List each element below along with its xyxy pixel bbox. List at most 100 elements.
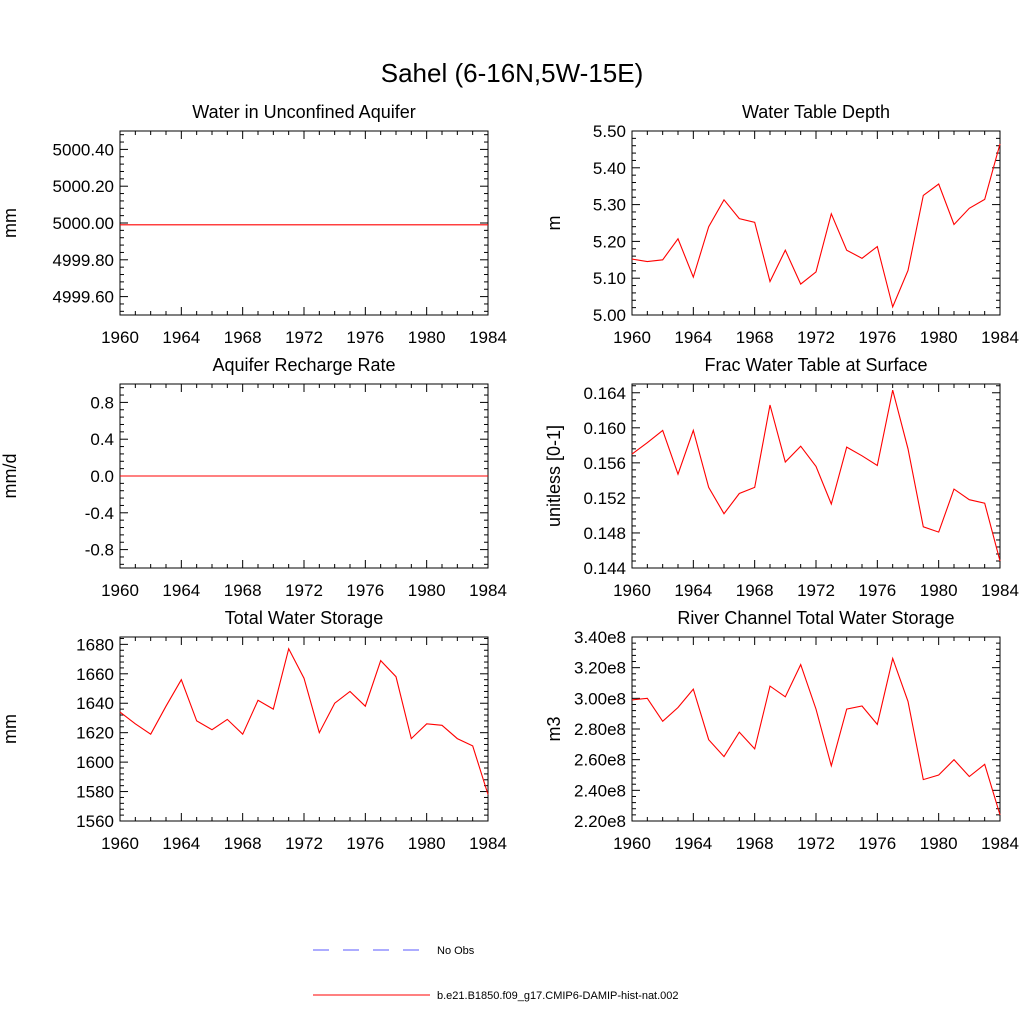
x-tick-label: 1968	[224, 834, 262, 853]
panel-3: 1960 1964 1968 1972 1976 1980 1984 -0.8 -0.4 0.0 0…	[0, 355, 507, 600]
y-tick-label: 5000.40	[53, 140, 114, 159]
x-tick-label: 1964	[674, 581, 712, 600]
x-tick-label: 1980	[920, 834, 958, 853]
x-tick-label: 1980	[408, 328, 446, 347]
figure-title: Sahel (6-16N,5W-15E)	[381, 58, 644, 88]
series-line	[631, 389, 1001, 562]
y-tick-label: 5.20	[593, 232, 626, 251]
y-axis-label: mm	[0, 714, 20, 744]
x-tick-label: 1968	[736, 328, 774, 347]
y-tick-label: 2.80e8	[574, 720, 626, 739]
y-tick-label: 0.160	[583, 419, 626, 438]
x-tick-label: 1964	[674, 328, 712, 347]
x-tick-label: 1980	[920, 581, 958, 600]
y-tick-label: 4999.60	[53, 288, 114, 307]
x-tick-label: 1960	[613, 834, 651, 853]
y-tick-label: 0.8	[90, 393, 114, 412]
x-tick-label: 1964	[162, 328, 200, 347]
y-tick-label: 2.40e8	[574, 781, 626, 800]
y-axis-label: m3	[544, 716, 564, 741]
y-tick-label: 1640	[76, 694, 114, 713]
x-tick-label: 1976	[346, 834, 384, 853]
x-tick-label: 1976	[346, 328, 384, 347]
legend-model-label: b.e21.B1850.f09_g17.CMIP6-DAMIP-hist-nat…	[437, 990, 679, 1002]
y-tick-label: 1620	[76, 724, 114, 743]
series-line	[631, 143, 1001, 309]
y-tick-label: 5.40	[593, 159, 626, 178]
y-tick-label: 4999.80	[53, 251, 114, 270]
y-tick-label: 0.164	[583, 384, 626, 403]
y-tick-label: 1680	[76, 635, 114, 654]
x-tick-label: 1960	[101, 834, 139, 853]
x-tick-label: 1968	[224, 581, 262, 600]
x-tick-label: 1984	[981, 328, 1019, 347]
y-tick-label: 0.148	[583, 524, 626, 543]
x-tick-label: 1972	[797, 834, 835, 853]
panel-1: 1960 1964 1968 1972 1976 1980 1984 4999.60 4999.…	[0, 102, 507, 347]
y-axis-label: m	[544, 216, 564, 231]
y-tick-label: 5000.20	[53, 177, 114, 196]
y-tick-label: 0.4	[90, 430, 114, 449]
y-tick-label: 3.20e8	[574, 659, 626, 678]
x-tick-label: 1976	[858, 834, 896, 853]
y-tick-label: -0.8	[85, 541, 114, 560]
panel-title: Total Water Storage	[225, 608, 383, 628]
x-tick-label: 1968	[736, 834, 774, 853]
panel-title: Frac Water Table at Surface	[704, 355, 927, 375]
x-tick-label: 1984	[469, 328, 507, 347]
y-tick-label: 1560	[76, 812, 114, 831]
series-line	[631, 656, 1001, 816]
x-tick-label: 1972	[285, 581, 323, 600]
y-tick-label: 5.30	[593, 196, 626, 215]
x-tick-label: 1964	[162, 834, 200, 853]
x-tick-label: 1968	[736, 581, 774, 600]
x-tick-label: 1972	[797, 581, 835, 600]
x-tick-label: 1972	[797, 328, 835, 347]
x-tick-label: 1968	[224, 328, 262, 347]
x-tick-label: 1972	[285, 328, 323, 347]
panel-title: Water Table Depth	[742, 102, 890, 122]
x-tick-label: 1976	[858, 328, 896, 347]
y-tick-label: 0.156	[583, 454, 626, 473]
x-tick-label: 1976	[346, 581, 384, 600]
y-tick-label: 3.40e8	[574, 628, 626, 647]
plot-frame	[119, 636, 489, 822]
panel-4: 1960 1964 1968 1972 1976 1980 1984 0.144 0.148 0.…	[544, 355, 1019, 600]
x-tick-label: 1980	[408, 834, 446, 853]
x-tick-label: 1980	[408, 581, 446, 600]
x-tick-label: 1964	[674, 834, 712, 853]
panel-6: 1960 1964 1968 1972 1976 1980 1984 2.20e8 2.40e8…	[544, 608, 1019, 853]
plot-frame	[631, 130, 1001, 316]
legend: No Obs b.e21.B1850.f09_g17.CMIP6-DAMIP-h…	[313, 945, 679, 1002]
y-tick-label: 5.10	[593, 269, 626, 288]
x-tick-label: 1984	[469, 581, 507, 600]
x-tick-label: 1984	[981, 581, 1019, 600]
series-line	[119, 647, 489, 795]
y-tick-label: 2.20e8	[574, 812, 626, 831]
x-tick-label: 1964	[162, 581, 200, 600]
panel-title: Aquifer Recharge Rate	[212, 355, 395, 375]
y-tick-label: 5.00	[593, 306, 626, 325]
panels: 1960 1964 1968 1972 1976 1980 1984 4999.60 4999.…	[0, 102, 1019, 853]
y-tick-label: 1580	[76, 783, 114, 802]
panel-5: 1960 1964 1968 1972 1976 1980 1984 1560 1580 1600…	[0, 608, 507, 853]
y-tick-label: 1660	[76, 665, 114, 684]
y-axis-label: mm/d	[0, 454, 20, 499]
y-tick-label: 5000.00	[53, 214, 114, 233]
panel-title: River Channel Total Water Storage	[677, 608, 954, 628]
y-tick-label: 2.60e8	[574, 751, 626, 770]
y-tick-label: 1600	[76, 753, 114, 772]
y-tick-label: -0.4	[85, 504, 114, 523]
plot-frame	[631, 383, 1001, 569]
y-axis-label: unitless [0-1]	[544, 425, 564, 527]
x-tick-label: 1960	[101, 581, 139, 600]
x-tick-label: 1980	[920, 328, 958, 347]
panel-2: 1960 1964 1968 1972 1976 1980 1984 5.00 5.10 5.20…	[544, 102, 1019, 347]
x-tick-label: 1960	[613, 581, 651, 600]
x-tick-label: 1976	[858, 581, 896, 600]
y-tick-label: 0.0	[90, 467, 114, 486]
plot-frame	[119, 130, 489, 316]
y-tick-label: 3.00e8	[574, 689, 626, 708]
y-tick-label: 0.144	[583, 559, 626, 578]
